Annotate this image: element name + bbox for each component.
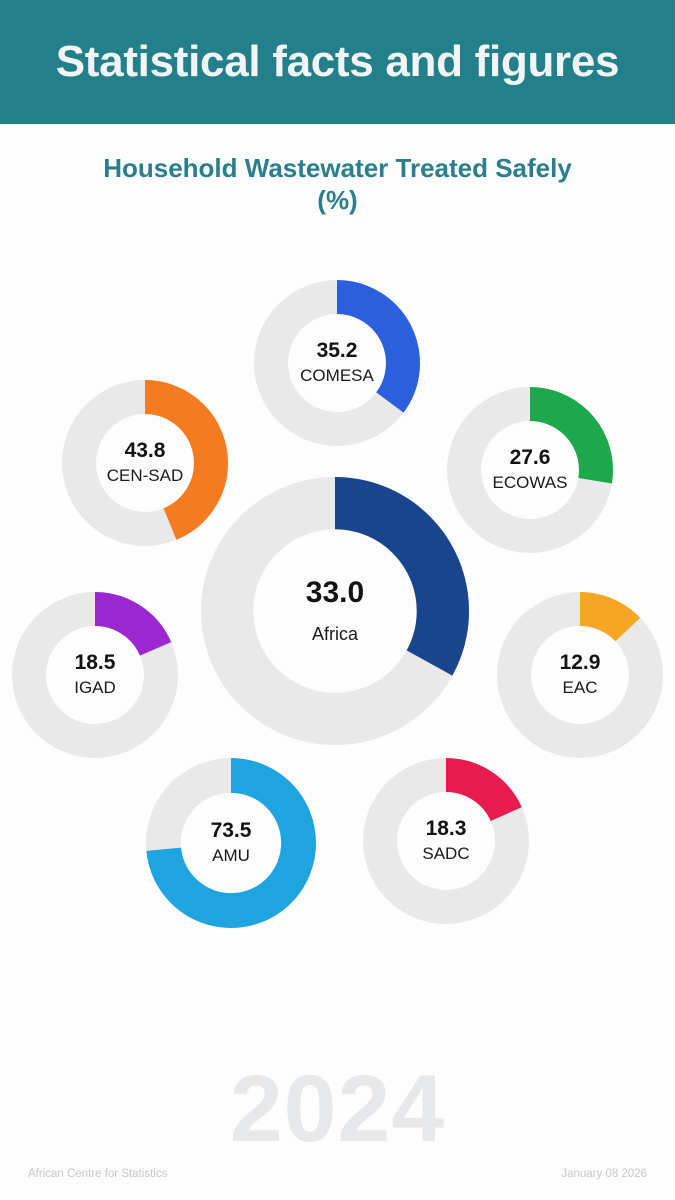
donut-ecowas[interactable]: 27.6 ECOWAS bbox=[446, 386, 614, 554]
donut-value-arc bbox=[446, 386, 614, 554]
donut-africa[interactable]: 33.0 Africa bbox=[200, 476, 470, 746]
donut-amu[interactable]: 73.5 AMU bbox=[146, 758, 316, 928]
donut-comesa[interactable]: 35.2 COMESA bbox=[253, 279, 421, 447]
donut-svg bbox=[61, 379, 229, 547]
donut-track bbox=[496, 591, 664, 759]
page-title: Statistical facts and figures bbox=[55, 37, 620, 86]
donut-value-arc bbox=[11, 591, 179, 759]
chart-subtitle: Household Wastewater Treated Safely (%) bbox=[0, 152, 675, 216]
donut-svg bbox=[200, 476, 470, 746]
donut-svg bbox=[362, 757, 530, 925]
donut-value-arc bbox=[362, 757, 530, 925]
chart-subtitle-line2: (%) bbox=[317, 185, 358, 215]
donut-svg bbox=[253, 279, 421, 447]
donut-svg bbox=[146, 758, 316, 928]
chart-subtitle-line1: Household Wastewater Treated Safely bbox=[103, 153, 572, 183]
donut-value-arc bbox=[253, 279, 421, 447]
year-watermark: 2024 bbox=[229, 1056, 446, 1162]
donut-svg bbox=[446, 386, 614, 554]
donut-sadc[interactable]: 18.3 SADC bbox=[362, 757, 530, 925]
donut-svg bbox=[496, 591, 664, 759]
header-banner: Statistical facts and figures bbox=[0, 0, 675, 124]
donut-eac[interactable]: 12.9 EAC bbox=[496, 591, 664, 759]
donut-svg bbox=[11, 591, 179, 759]
donut-igad[interactable]: 18.5 IGAD bbox=[11, 591, 179, 759]
footer-source: African Centre for Statistics bbox=[28, 1168, 168, 1180]
donut-value-arc bbox=[146, 758, 316, 928]
donut-value-arc bbox=[200, 476, 470, 746]
donut-chart-cluster: 35.2 COMESA 43.8 CEN-SAD 27.6 ECOWAS 33.0 Af… bbox=[0, 262, 675, 962]
donut-value-arc bbox=[61, 379, 229, 547]
footer-date: January 08 2026 bbox=[561, 1168, 647, 1180]
footer: African Centre for Statistics January 08… bbox=[0, 1168, 675, 1180]
